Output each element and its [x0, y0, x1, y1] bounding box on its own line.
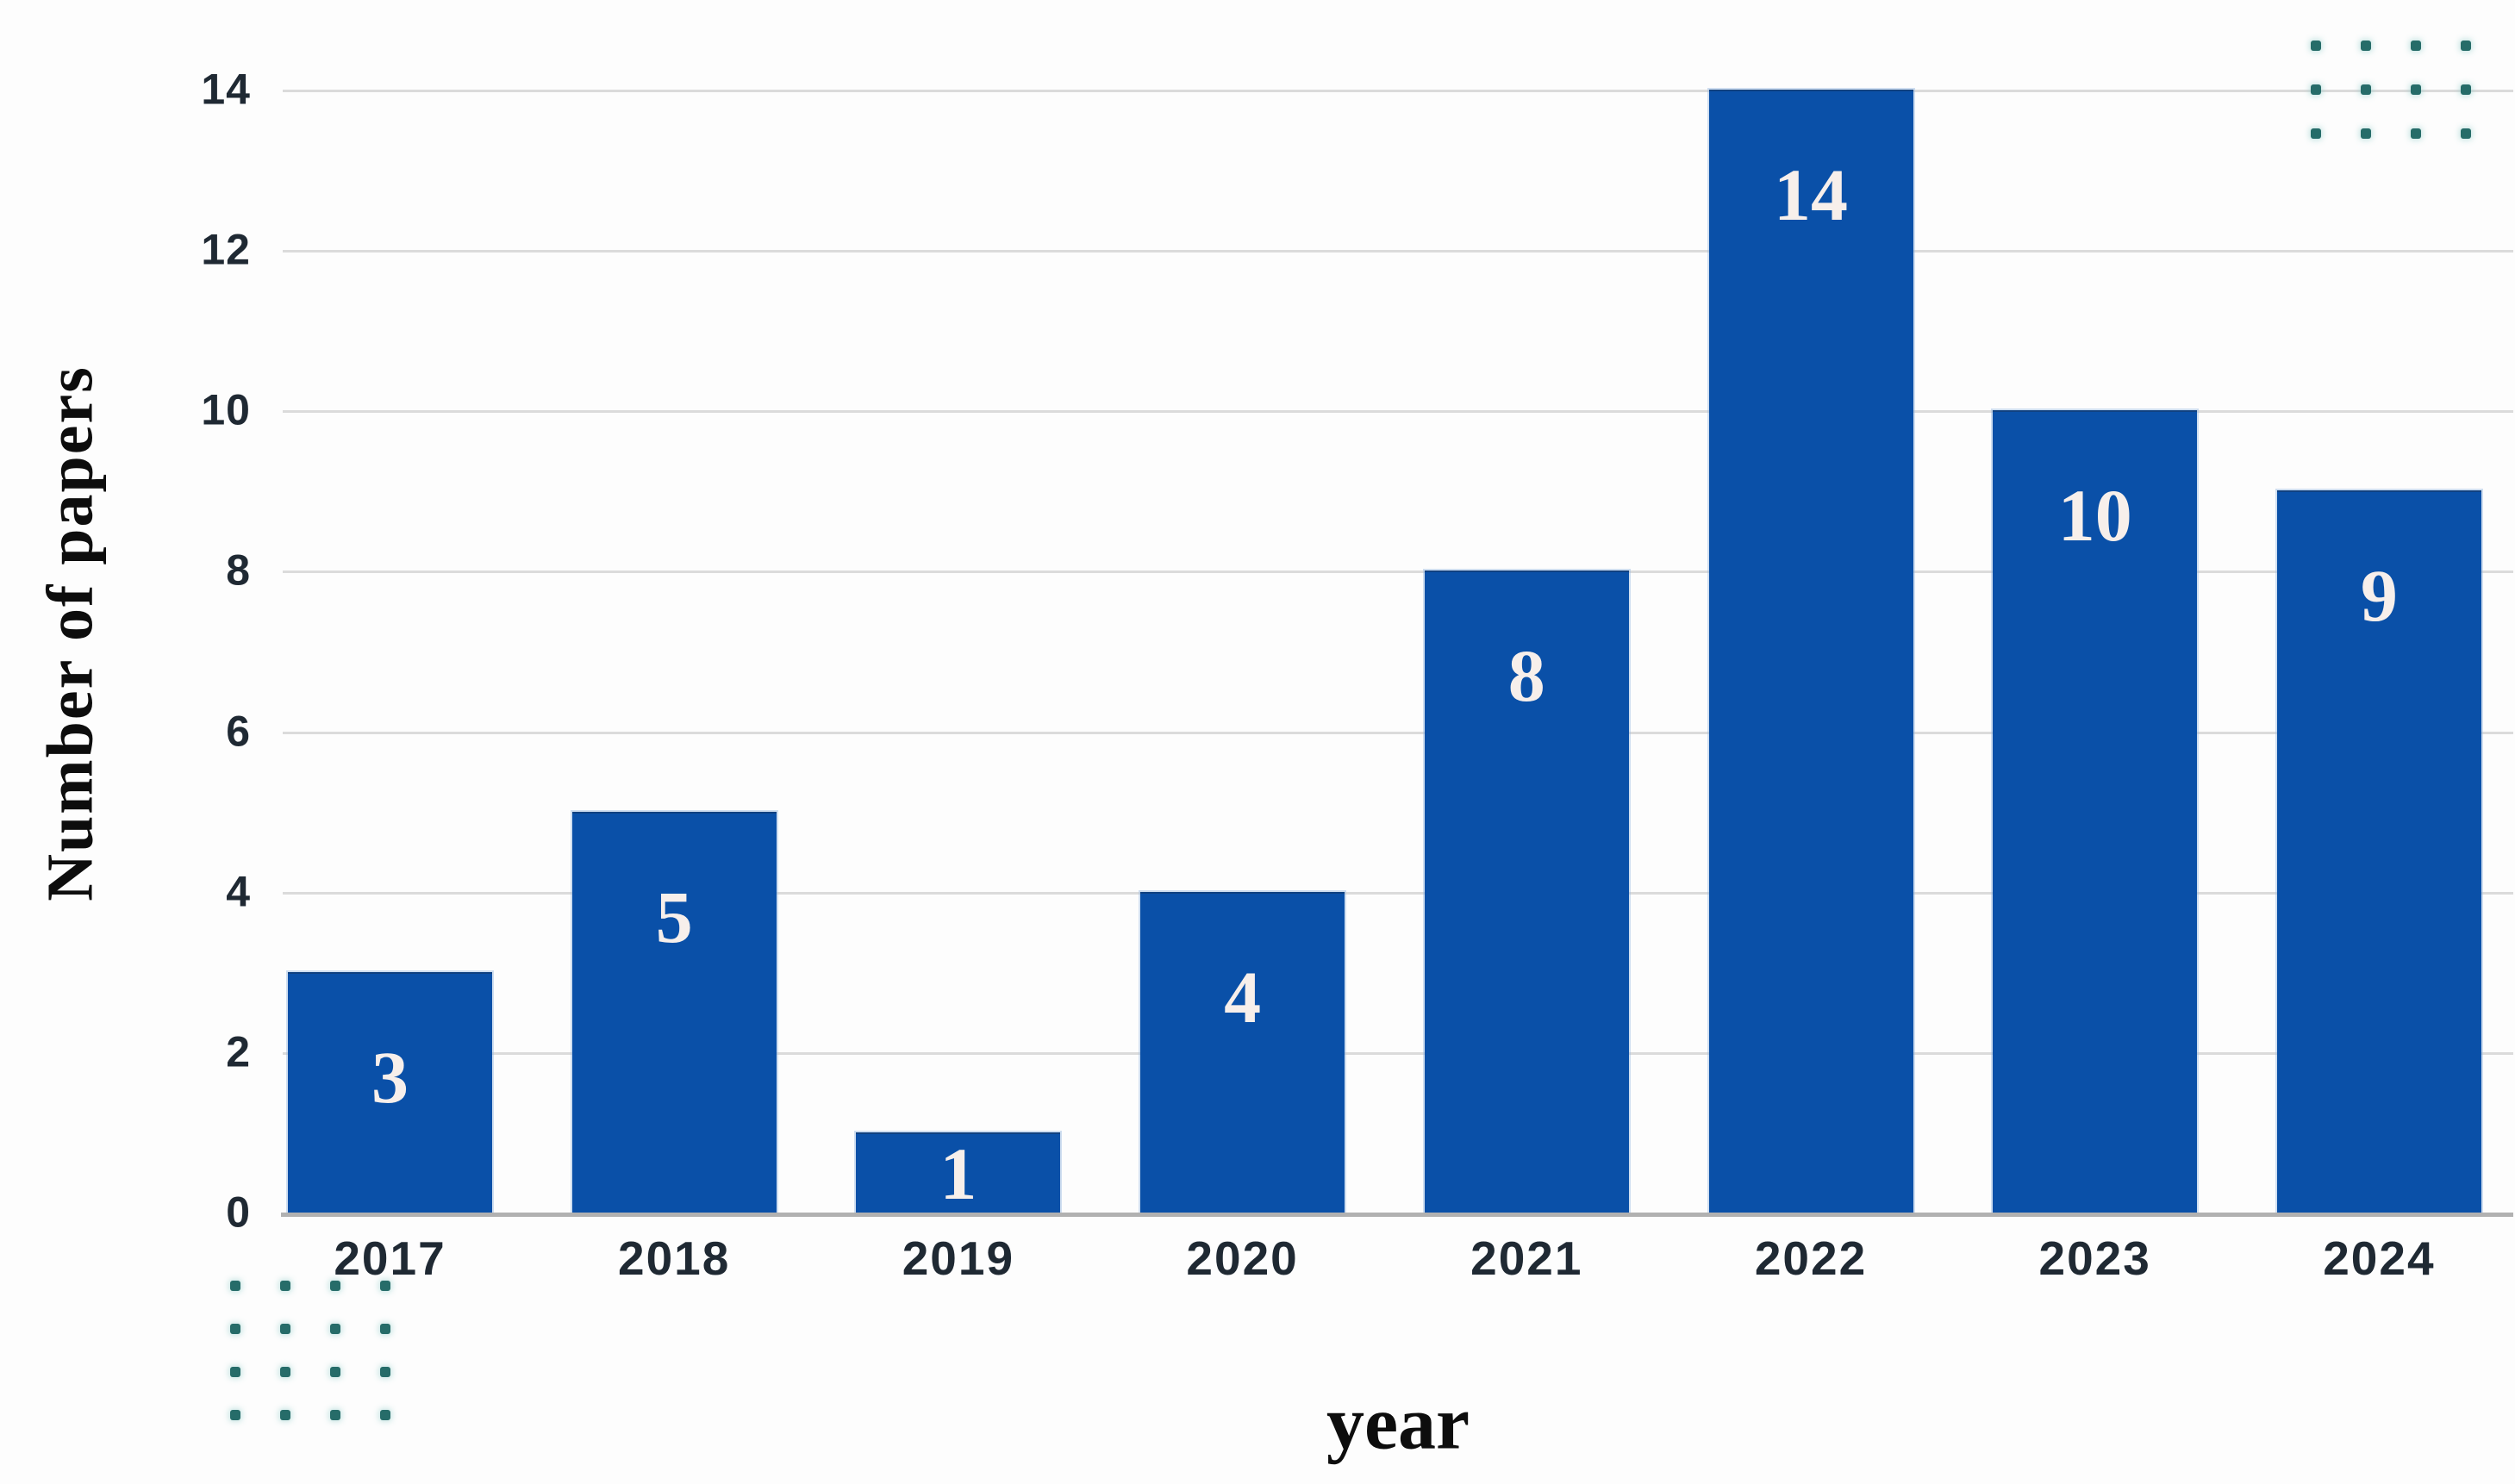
dot: [330, 1367, 340, 1377]
x-tick-label-2017: 2017: [334, 1231, 446, 1285]
bar-2022: 14: [1708, 90, 1913, 1214]
y-tick-label: 14: [201, 65, 251, 114]
bar-value-label: 8: [1507, 634, 1545, 718]
x-tick-label-2021: 2021: [1470, 1231, 1583, 1285]
dot: [2311, 84, 2321, 95]
x-tick-label-2019: 2019: [902, 1231, 1015, 1285]
dot: [2311, 128, 2321, 139]
y-tick-label: 2: [226, 1027, 251, 1076]
plot-area: 3 5 1 4 8 14 10 9: [281, 34, 2513, 1217]
y-tick-label: 0: [226, 1188, 251, 1237]
dot: [2311, 41, 2321, 51]
bar-value-label: 4: [1224, 955, 1262, 1038]
bar-value-label: 14: [1774, 153, 1848, 237]
dot: [330, 1410, 340, 1420]
bar-2021: 8: [1424, 571, 1629, 1214]
y-tick-label: 12: [201, 225, 251, 274]
y-tick-label: 8: [226, 546, 251, 595]
bar-value-label: 10: [2057, 474, 2132, 558]
y-axis-title: Number of papers: [34, 365, 107, 901]
dot: [380, 1410, 390, 1420]
bar-2017: 3: [288, 971, 492, 1214]
dot: [280, 1281, 290, 1291]
dot: [2411, 128, 2421, 139]
dot: [280, 1324, 290, 1334]
dot: [230, 1281, 240, 1291]
bar-2020: 4: [1140, 891, 1345, 1214]
x-tick-label-2018: 2018: [618, 1231, 731, 1285]
dot: [380, 1324, 390, 1334]
gridline-6: [283, 731, 2513, 734]
gridline-4: [283, 891, 2513, 895]
x-axis-line: [281, 1213, 2513, 1217]
y-tick-label: 4: [226, 867, 251, 916]
dot: [330, 1281, 340, 1291]
bar-value-label: 9: [2360, 554, 2398, 638]
dot: [2411, 41, 2421, 51]
dot: [2461, 84, 2471, 95]
dot: [330, 1324, 340, 1334]
bar-2024: 9: [2276, 490, 2481, 1214]
dot: [380, 1367, 390, 1377]
dot: [280, 1367, 290, 1377]
dot: [380, 1281, 390, 1291]
x-tick-label-2022: 2022: [1754, 1231, 1868, 1285]
dot: [2461, 41, 2471, 51]
gridline-8: [283, 571, 2513, 574]
bar-2018: 5: [571, 811, 777, 1214]
dot: [280, 1410, 290, 1420]
dot: [2361, 128, 2371, 139]
bar-2019: 1: [856, 1132, 1061, 1216]
gridline-10: [283, 410, 2513, 414]
dot: [2411, 84, 2421, 95]
dot: [2361, 41, 2371, 51]
y-tick-label: 6: [226, 707, 251, 756]
dot: [230, 1410, 240, 1420]
dot: [230, 1367, 240, 1377]
x-tick-label-2020: 2020: [1186, 1231, 1299, 1285]
y-tick-label: 10: [201, 385, 251, 434]
bar-value-label: 3: [371, 1035, 409, 1119]
gridline-2: [283, 1051, 2513, 1055]
x-axis-title: year: [1326, 1381, 1470, 1466]
dot: [2461, 128, 2471, 139]
x-tick-label-2023: 2023: [2038, 1231, 2151, 1285]
gridline-12: [283, 250, 2513, 253]
bar-value-label: 1: [939, 1132, 977, 1216]
x-tick-label-2024: 2024: [2323, 1231, 2436, 1285]
dot: [2361, 84, 2371, 95]
gridline-14: [283, 90, 2513, 93]
bar-value-label: 5: [655, 875, 693, 958]
dot: [230, 1324, 240, 1334]
bar-2023: 10: [1993, 410, 2198, 1214]
